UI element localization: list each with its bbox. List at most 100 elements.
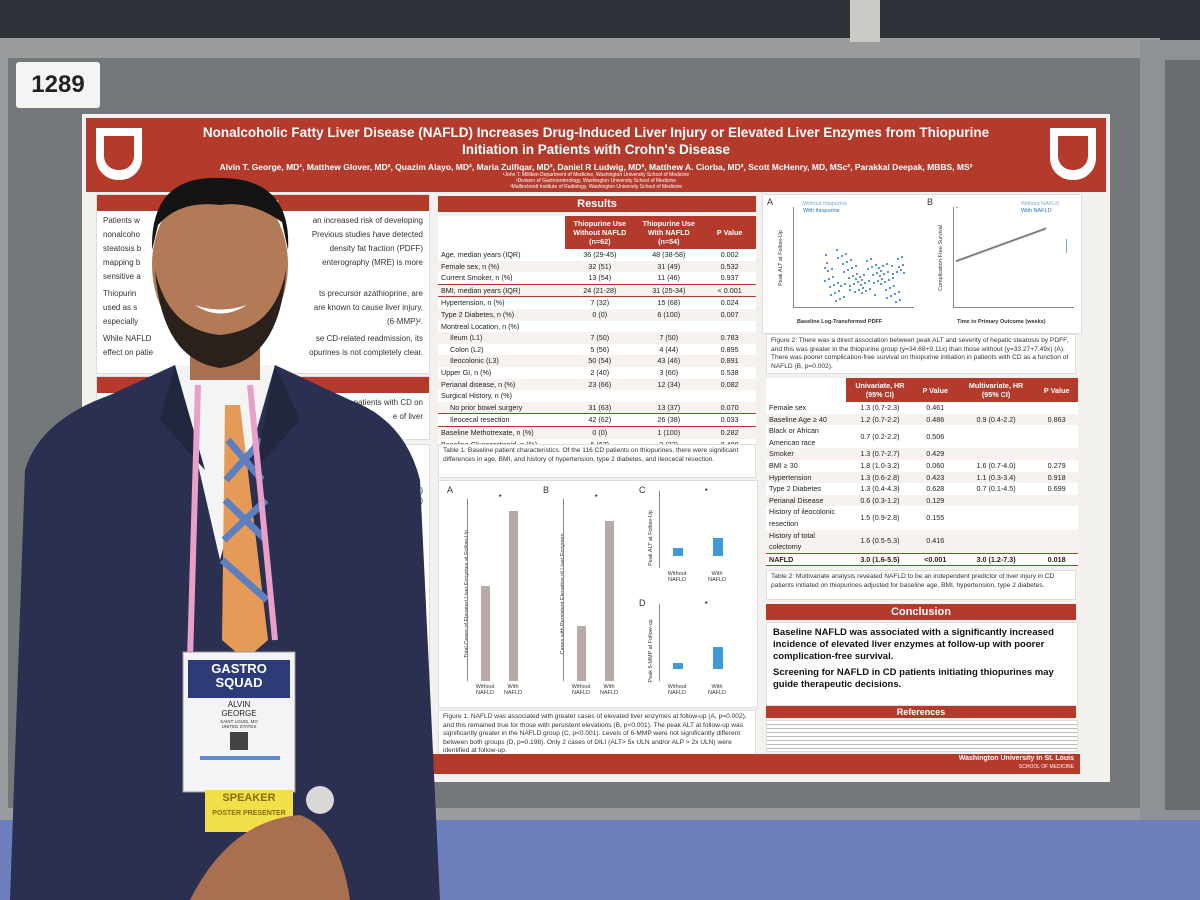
- scatter-dot: [843, 296, 845, 298]
- cell: 0.628: [926, 484, 945, 494]
- cell: 1.8 (1.0-3.2): [860, 460, 900, 470]
- scatter-dot: [826, 262, 828, 264]
- text-fragment: ts precursor azathioprine, are: [318, 289, 423, 298]
- cell: 0.532: [703, 260, 756, 273]
- scatter-dot: [881, 278, 883, 280]
- references-heading: References: [766, 706, 1076, 718]
- cell: 0 (0): [565, 308, 635, 321]
- cell: BMI, median years (IQR): [438, 283, 566, 298]
- empty-cell: [1035, 529, 1078, 554]
- scatter-dot: [897, 258, 899, 260]
- affiliation: ¹John T. Milliken Department of Medicine…: [502, 172, 690, 178]
- cell: 24 (21-28): [565, 283, 635, 298]
- scatter-dot: [890, 295, 892, 297]
- table-row: Ileocecal resection 42 (62) 26 (38) 0.033: [438, 413, 756, 427]
- crest: [1050, 128, 1096, 180]
- cell: 0.070: [703, 401, 756, 414]
- references-text: [766, 720, 1078, 752]
- axis-line: [659, 491, 660, 568]
- significance: *: [498, 493, 502, 502]
- table-row: Age, median years (IQR) 36 (29-45) 48 (38-…: [438, 249, 756, 261]
- scatter-dot: [861, 279, 863, 281]
- intro-line: Patients w an increased risk of developin…: [103, 215, 423, 229]
- text-fragment: density fat fraction (PDFF): [329, 244, 423, 253]
- table-row: Type 2 Diabetes, n (%) 0 (0) 6 (100) 0.007: [438, 308, 756, 321]
- badge-banner: [188, 660, 290, 698]
- scatter-dot: [900, 269, 902, 271]
- cell: History of total colectomy: [766, 529, 847, 554]
- scatter-dot: [836, 249, 838, 251]
- cell: BMI ≥ 30: [769, 460, 798, 470]
- badge-program: GASTRO SQUAD: [188, 662, 290, 690]
- affiliations: ¹John T. Milliken Department of Medicine…: [86, 172, 1106, 190]
- scatter-dot: [870, 258, 872, 260]
- table-row: Current Smoker, n (%) 13 (54) 11 (46) 0.937: [438, 272, 756, 284]
- scatter-dot: [887, 271, 889, 273]
- ceiling: [0, 0, 1200, 40]
- cell: Black or African American race: [769, 426, 819, 447]
- cell: 23 (66): [565, 378, 635, 391]
- text-fragment: nonalcoho: [103, 230, 140, 239]
- scatter-dot: [849, 285, 851, 287]
- scatter-dot: [867, 268, 869, 270]
- scatter-dot: [865, 290, 867, 292]
- survival-curve: [956, 207, 1046, 282]
- badge-stripe: [200, 756, 280, 760]
- header-row: Thiopurine Use Without NAFLD (n=62) Thiop…: [438, 216, 756, 249]
- text-fragment: sensitive a: [103, 272, 141, 281]
- header-cell: Thiopurine Use Without NAFLD (n=62): [565, 216, 635, 249]
- scatter-dot: [893, 285, 895, 287]
- scatter-dot: [875, 264, 877, 266]
- cell: Upper GI, n (%): [441, 367, 492, 377]
- board-number: 1289: [16, 62, 100, 108]
- group-label: Without NAFLD: [475, 684, 495, 696]
- text-fragment: steatosis b: [103, 244, 142, 253]
- badge-city: SAINT LOUIS, MO: [220, 719, 258, 724]
- scatter-dot: [886, 297, 888, 299]
- header-cell: P Value: [1035, 378, 1078, 402]
- cell: 3 (60): [659, 367, 679, 377]
- table-row: History of total colectomy 1.6 (0.5-5.3) 0…: [766, 529, 1078, 554]
- scatter-dot: [899, 299, 901, 301]
- cell: 2 (40): [590, 367, 610, 377]
- header-cell: Thiopurine Use With NAFLD (n=54): [634, 216, 704, 249]
- scatter-dot: [846, 261, 848, 263]
- figure2: A Peak ALT at Follow-Up Baseline Log-Trans…: [762, 194, 1082, 334]
- header-row: Univariate, HR (95% CI) P Value Multivaria…: [766, 378, 1078, 402]
- table-row: Colon (L2) 5 (56) 4 (44) 0.895: [438, 344, 756, 356]
- group-label: With NAFLD: [599, 684, 619, 696]
- scatter-dot: [877, 280, 879, 282]
- legend-entry: Without thiopurine: [803, 201, 848, 207]
- badge-first-name: ALVIN: [227, 700, 251, 709]
- text-fragment: mapping b: [103, 258, 141, 267]
- text-fragment: used as s: [103, 303, 138, 312]
- cell: 3.0 (1.2-7.3): [956, 552, 1036, 567]
- cell: 0.699: [1047, 484, 1066, 494]
- scatter-dot: [842, 263, 844, 265]
- scatter-dot: [869, 288, 871, 290]
- text-fragment: (6-MMP)².: [387, 317, 423, 326]
- table-row: History of ileocolonic resection 1.5 (0.9…: [766, 506, 1078, 529]
- figure-panel: B Complication-Free Survival Time to Prima…: [923, 195, 1081, 333]
- scatter-dot: [824, 267, 826, 269]
- scatter-dot: [882, 265, 884, 267]
- scatter-dot: [886, 263, 888, 265]
- scatter-dot: [831, 268, 833, 270]
- lanyard: [187, 384, 278, 661]
- scatter-dot: [858, 289, 860, 291]
- empty-cell: [956, 448, 1036, 460]
- axis-line: [467, 499, 468, 681]
- scatter-dot: [847, 269, 849, 271]
- table-row: Surgical History, n (%): [438, 390, 756, 402]
- cell: 0.506: [926, 431, 945, 441]
- scatter-dot: [868, 280, 870, 282]
- cell: 5 (56): [590, 344, 610, 354]
- header-cell: [766, 378, 847, 402]
- table-row: Smoker 1.3 (0.7-2.7) 0.429: [766, 448, 1078, 460]
- cell: 0.279: [1047, 460, 1066, 470]
- intro-line: steatosis b density fat fraction (PDFF): [103, 243, 423, 257]
- cell: 7 (50): [565, 332, 635, 344]
- cell: 0.918: [1035, 471, 1078, 484]
- figure-panel: D Peak 6-MMP at Follow-up * Without NAFLD Wi…: [635, 594, 755, 707]
